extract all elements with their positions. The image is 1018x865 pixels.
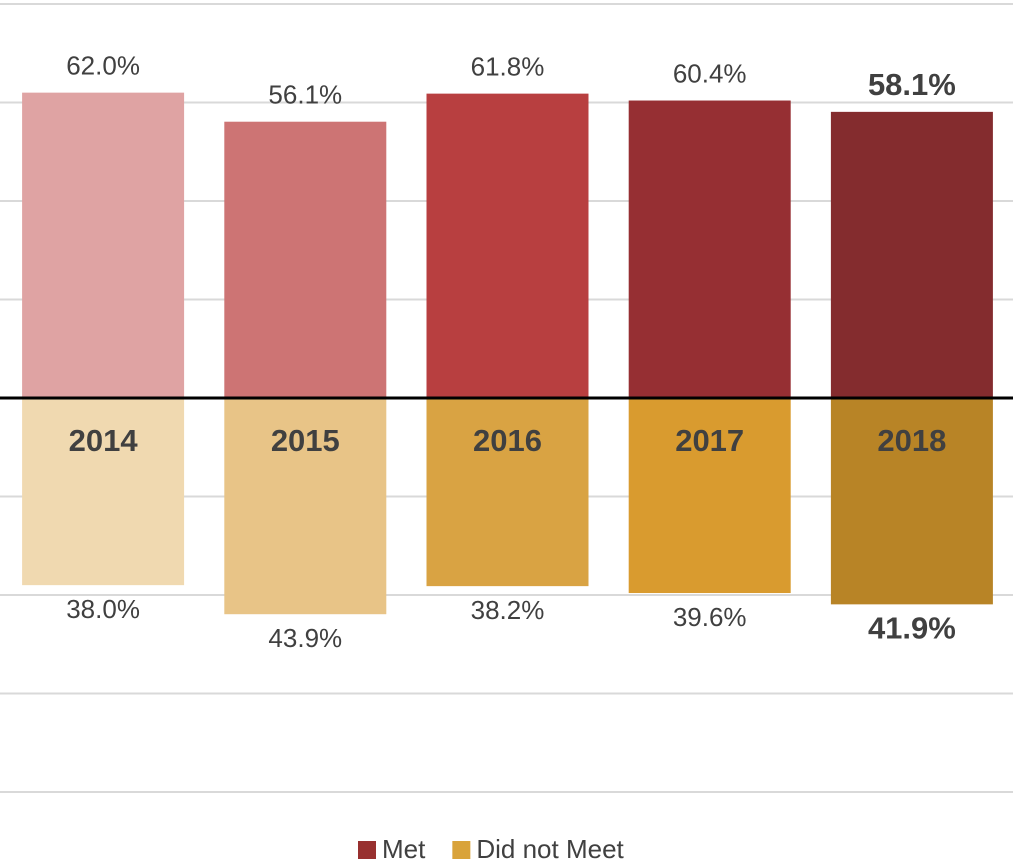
category-label: 2017	[675, 423, 744, 458]
bar	[628, 100, 791, 398]
bar	[830, 398, 993, 605]
legend-swatch	[358, 841, 376, 859]
bar	[426, 398, 589, 587]
value-label: 39.6%	[673, 602, 747, 632]
category-label: 2018	[877, 423, 946, 458]
value-label: 61.8%	[471, 52, 545, 82]
legend-label: Met	[382, 834, 426, 864]
bar	[224, 398, 387, 615]
category-label: 2016	[473, 423, 542, 458]
category-label: 2014	[69, 423, 139, 458]
bar	[224, 121, 387, 399]
bar	[426, 93, 589, 398]
value-label: 43.9%	[268, 623, 342, 653]
legend-swatch	[452, 841, 471, 859]
value-label: 41.9%	[868, 611, 956, 646]
value-label: 38.2%	[471, 595, 545, 625]
value-label: 60.4%	[673, 58, 747, 88]
value-label: 58.1%	[868, 67, 956, 102]
value-label: 56.1%	[268, 80, 342, 110]
value-label: 62.0%	[66, 51, 140, 81]
legend-label: Did not Meet	[476, 834, 624, 864]
value-label: 38.0%	[66, 594, 140, 624]
bar	[22, 92, 185, 399]
bar	[22, 398, 185, 586]
bar	[830, 111, 993, 399]
bar	[628, 398, 791, 594]
category-label: 2015	[271, 423, 340, 458]
